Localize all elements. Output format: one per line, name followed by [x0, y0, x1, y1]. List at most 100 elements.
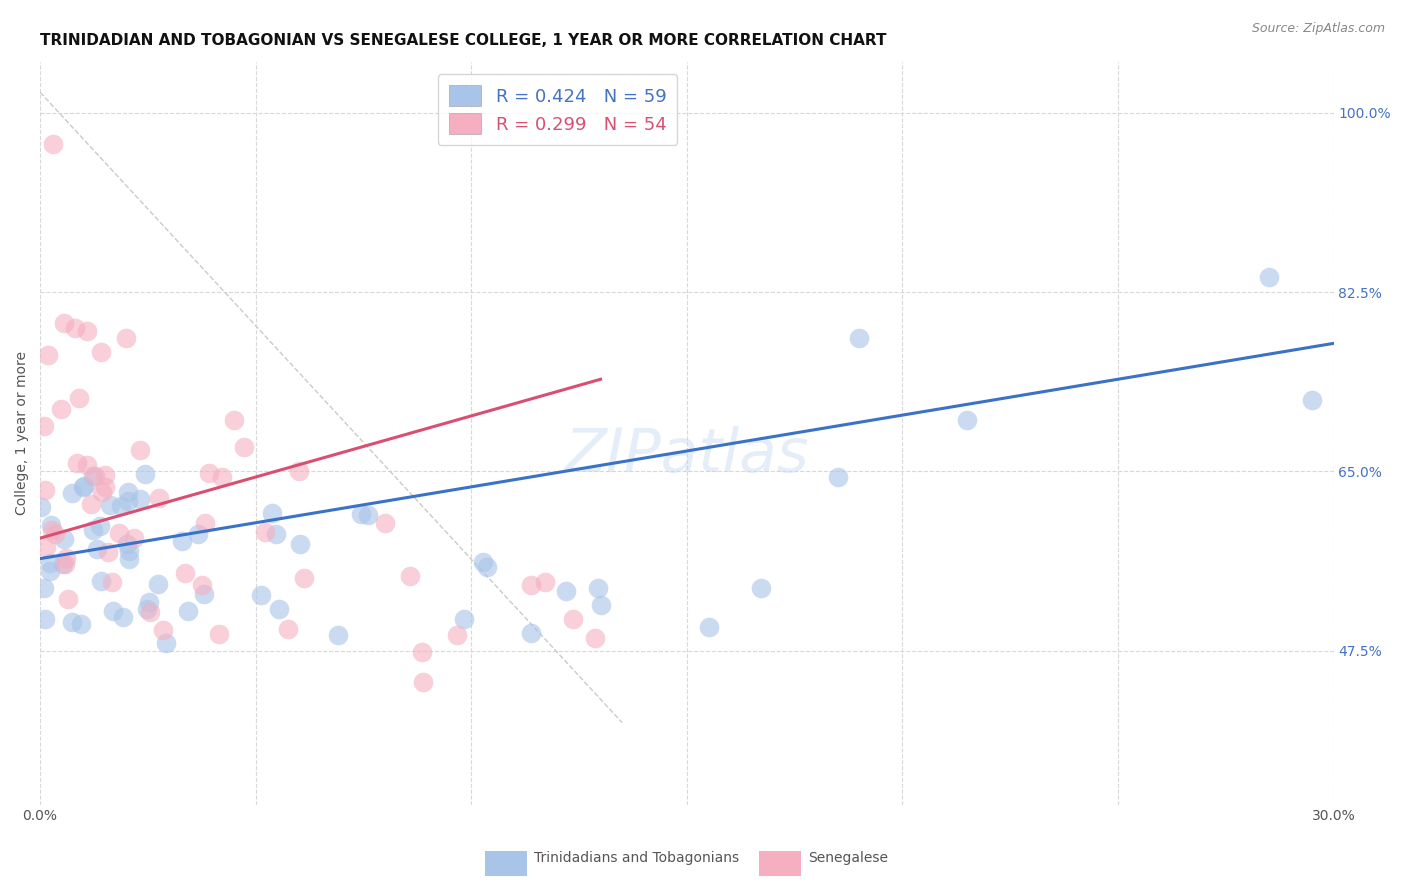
Point — [187, 527, 209, 541]
Point — [34, 419, 56, 434]
Point — [63, 320, 86, 334]
Point — [53, 533, 76, 547]
Point — [89, 519, 111, 533]
Point — [152, 623, 174, 637]
Point — [42, 136, 65, 151]
Point — [176, 604, 198, 618]
Text: TRINIDADIAN AND TOBAGONIAN VS SENEGALESE COLLEGE, 1 YEAR OR MORE CORRELATION CHA: TRINIDADIAN AND TOBAGONIAN VS SENEGALESE… — [41, 33, 887, 48]
Point — [477, 559, 499, 574]
Point — [848, 331, 870, 345]
Legend: R = 0.424   N = 59, R = 0.299   N = 54: R = 0.424 N = 59, R = 0.299 N = 54 — [437, 74, 678, 145]
Point — [101, 574, 124, 589]
Point — [69, 616, 91, 631]
Point — [98, 499, 121, 513]
Point — [86, 541, 108, 556]
Point — [41, 523, 63, 537]
Text: Source: ZipAtlas.com: Source: ZipAtlas.com — [1251, 22, 1385, 36]
Point — [191, 578, 214, 592]
Text: Senegalese: Senegalese — [808, 851, 889, 865]
Point — [194, 516, 217, 530]
Point — [108, 526, 131, 541]
Point — [73, 478, 96, 492]
Point — [412, 675, 434, 690]
Point — [148, 491, 170, 505]
Point — [586, 581, 609, 595]
Point — [350, 507, 373, 521]
Point — [250, 589, 273, 603]
Point — [93, 468, 115, 483]
Point — [53, 557, 76, 571]
Point — [326, 628, 349, 642]
Point — [589, 598, 612, 612]
Point — [562, 612, 585, 626]
Point — [60, 615, 83, 629]
Point — [52, 558, 75, 572]
Point — [198, 467, 221, 481]
Point — [39, 564, 62, 578]
Point — [533, 574, 555, 589]
Point — [288, 537, 311, 551]
Point — [60, 485, 83, 500]
Point — [118, 552, 141, 566]
Point — [65, 456, 87, 470]
Point — [1257, 269, 1279, 284]
Point — [122, 531, 145, 545]
Point — [35, 540, 58, 554]
Point — [374, 516, 396, 530]
Point — [34, 483, 56, 497]
Point — [37, 348, 59, 362]
Point — [39, 557, 62, 571]
Point — [76, 324, 98, 338]
Point — [72, 480, 94, 494]
Point — [411, 645, 433, 659]
Point — [138, 595, 160, 609]
Point — [67, 391, 90, 405]
Point — [135, 601, 157, 615]
Point — [30, 500, 52, 515]
Point — [134, 467, 156, 481]
Text: Trinidadians and Tobagonians: Trinidadians and Tobagonians — [534, 851, 740, 865]
Point — [211, 470, 233, 484]
Point — [254, 524, 277, 539]
Point — [357, 508, 380, 523]
Point — [398, 569, 420, 583]
Point — [956, 413, 979, 427]
Point — [292, 571, 315, 585]
Point — [208, 627, 231, 641]
Text: ZIPatlas: ZIPatlas — [564, 425, 808, 485]
Point — [174, 566, 197, 581]
Point — [267, 602, 290, 616]
Point — [129, 492, 152, 507]
Point — [90, 574, 112, 589]
Point — [84, 468, 107, 483]
Point — [155, 636, 177, 650]
Point — [446, 628, 468, 642]
Point — [749, 581, 772, 595]
Point — [118, 544, 141, 558]
Point — [110, 499, 132, 513]
Point — [170, 534, 193, 549]
Point — [146, 577, 169, 591]
Point — [233, 440, 256, 454]
Y-axis label: College, 1 year or more: College, 1 year or more — [15, 351, 30, 515]
Point — [112, 610, 135, 624]
Point — [519, 578, 541, 592]
Point — [277, 622, 299, 636]
Point — [472, 555, 495, 569]
Point — [39, 518, 62, 533]
Point — [97, 544, 120, 558]
Point — [53, 316, 76, 330]
Point — [827, 469, 849, 483]
Point — [262, 507, 284, 521]
Point — [101, 604, 124, 618]
Point — [55, 550, 77, 565]
Point — [80, 497, 103, 511]
Point — [697, 620, 720, 634]
Point — [520, 626, 543, 640]
Point — [94, 480, 117, 494]
Point — [90, 484, 112, 499]
Point — [90, 345, 112, 359]
Point — [32, 581, 55, 595]
Point — [129, 443, 152, 458]
Point — [115, 331, 138, 345]
